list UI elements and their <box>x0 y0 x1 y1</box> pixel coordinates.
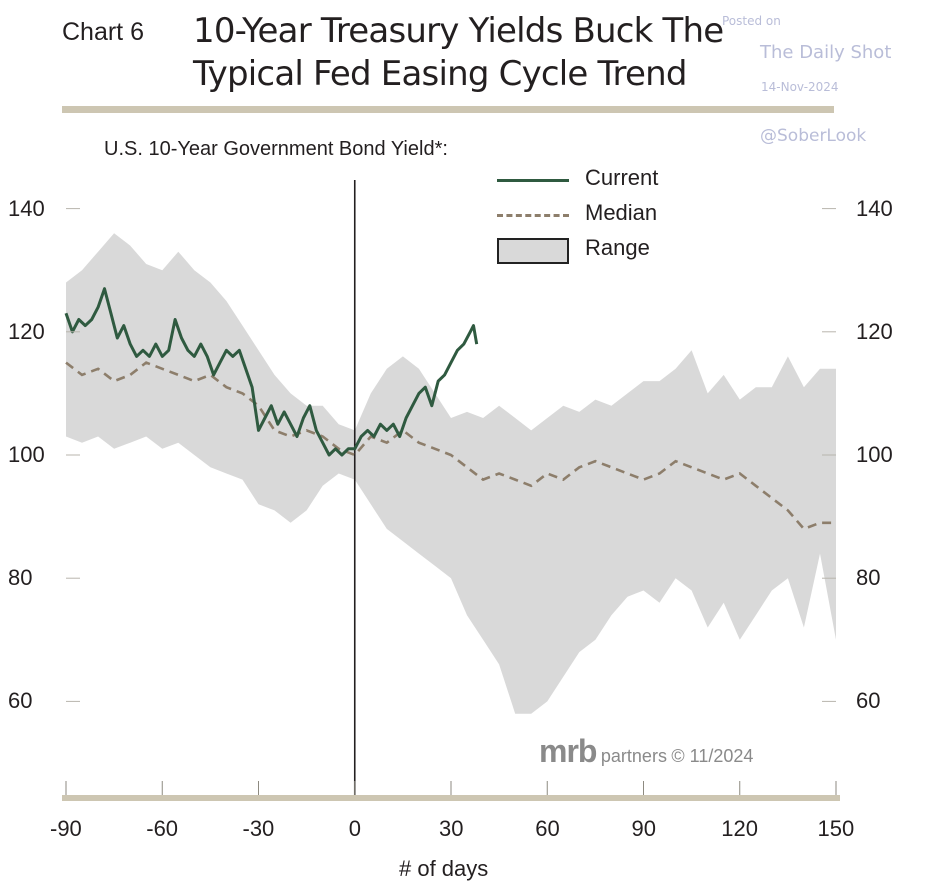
y-tick-label-left: 120 <box>8 318 45 344</box>
y-tick-label-right: 100 <box>856 442 893 467</box>
median-series-line <box>65 361 836 531</box>
x-axis-label: # of days <box>399 856 489 881</box>
watermark-posted: Posted on <box>722 14 781 28</box>
chart-title-line-2: Typical Fed Easing Cycle Trend <box>193 54 687 94</box>
x-tick-label: 150 <box>817 816 855 841</box>
legend-label-range: Range <box>585 235 650 260</box>
chart-number: Chart 6 <box>62 18 144 46</box>
range-band <box>66 233 836 714</box>
tick-marks <box>65 208 837 795</box>
x-tick-label: 30 <box>439 816 464 841</box>
source-partners: partners <box>600 746 667 766</box>
source-credit: mrb partners © 11/2024 <box>539 733 753 770</box>
y-tick-label-left: 60 <box>8 688 33 714</box>
x-tick-label: 120 <box>721 816 758 841</box>
y-tick-label-left: 80 <box>8 565 33 591</box>
legend-label-current: Current <box>585 165 659 190</box>
legend-swatch-range <box>497 238 569 264</box>
source-date: © 11/2024 <box>671 746 754 766</box>
x-tick-label: 0 <box>348 816 361 841</box>
y-tick-label-right: 140 <box>856 195 893 221</box>
watermark-handle: @SoberLook <box>760 126 867 146</box>
chart-title-line-1: 10-Year Treasury Yields Buck The <box>193 11 724 51</box>
y-tick-label-right: 80 <box>856 565 881 591</box>
legend-label-median: Median <box>585 200 658 225</box>
chart-title: 10-Year Treasury Yields Buck The Typical… <box>193 10 724 96</box>
legend-swatch-current <box>497 179 569 182</box>
y-tick-label-left: 140 <box>8 195 45 221</box>
y-tick-label-right: 60 <box>856 688 881 714</box>
x-tick-label: -30 <box>242 816 275 841</box>
current-series-line <box>64 287 479 457</box>
x-tick-label: 60 <box>535 816 560 841</box>
y-tick-label-right: 120 <box>856 318 893 344</box>
source-brand: mrb <box>539 733 597 769</box>
watermark-date: 14-Nov-2024 <box>761 80 839 94</box>
x-tick-label: -60 <box>146 816 179 841</box>
x-tick-label: 90 <box>631 816 656 841</box>
x-tick-label: -90 <box>50 816 82 841</box>
x-axis-bar <box>62 795 840 801</box>
title-rule <box>62 106 834 113</box>
chart-subtitle: U.S. 10-Year Government Bond Yield*: <box>104 138 448 160</box>
watermark-site: The Daily Shot <box>760 42 892 63</box>
legend-swatch-median <box>497 214 569 217</box>
y-tick-label-left: 100 <box>8 442 45 467</box>
